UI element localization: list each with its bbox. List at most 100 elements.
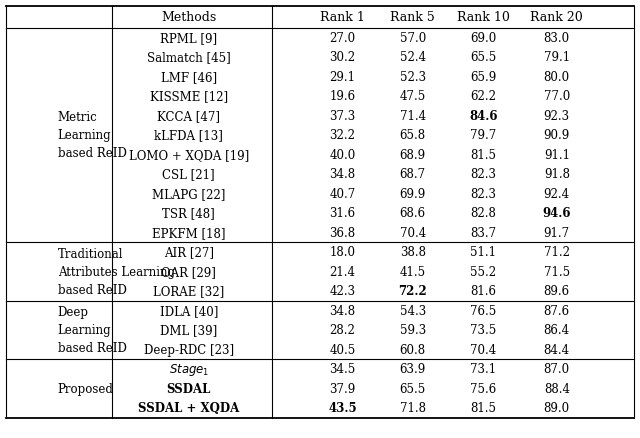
Text: 18.0: 18.0 [330,246,355,259]
Text: 89.6: 89.6 [544,285,570,298]
Text: 34.8: 34.8 [330,304,355,317]
Text: 43.5: 43.5 [328,401,356,414]
Text: 90.9: 90.9 [543,129,570,142]
Text: 27.0: 27.0 [330,32,355,45]
Text: 69.0: 69.0 [470,32,497,45]
Text: KCCA [47]: KCCA [47] [157,110,220,123]
Text: 81.5: 81.5 [470,148,496,162]
Text: EPKFM [18]: EPKFM [18] [152,226,225,239]
Text: 47.5: 47.5 [399,90,426,103]
Text: 87.6: 87.6 [544,304,570,317]
Text: 30.2: 30.2 [330,51,355,64]
Text: 82.3: 82.3 [470,168,496,181]
Text: 94.6: 94.6 [543,207,571,220]
Text: 87.0: 87.0 [544,363,570,375]
Text: DML [39]: DML [39] [160,324,218,336]
Text: 57.0: 57.0 [399,32,426,45]
Text: 69.9: 69.9 [399,187,426,200]
Text: 89.0: 89.0 [544,401,570,414]
Text: 19.6: 19.6 [330,90,355,103]
Text: 65.8: 65.8 [400,129,426,142]
Text: AIR [27]: AIR [27] [164,246,214,259]
Text: LMF [46]: LMF [46] [161,71,217,84]
Text: Rank 20: Rank 20 [531,11,583,24]
Text: 34.5: 34.5 [329,363,356,375]
Text: 84.6: 84.6 [469,110,497,123]
Text: 82.3: 82.3 [470,187,496,200]
Text: 79.7: 79.7 [470,129,497,142]
Text: 42.3: 42.3 [330,285,355,298]
Text: 40.7: 40.7 [329,187,356,200]
Text: 68.9: 68.9 [400,148,426,162]
Text: 34.8: 34.8 [330,168,355,181]
Text: 60.8: 60.8 [400,343,426,356]
Text: 75.6: 75.6 [470,382,497,395]
Text: 91.8: 91.8 [544,168,570,181]
Text: KISSME [12]: KISSME [12] [150,90,228,103]
Text: 37.9: 37.9 [329,382,356,395]
Text: 32.2: 32.2 [330,129,355,142]
Text: 73.5: 73.5 [470,324,497,336]
Text: Metric
Learning
based ReID: Metric Learning based ReID [58,111,127,160]
Text: 52.4: 52.4 [400,51,426,64]
Text: 81.5: 81.5 [470,401,496,414]
Text: 28.2: 28.2 [330,324,355,336]
Text: LORAE [32]: LORAE [32] [153,285,225,298]
Text: 40.0: 40.0 [329,148,356,162]
Text: 77.0: 77.0 [543,90,570,103]
Text: 65.5: 65.5 [470,51,497,64]
Text: 84.4: 84.4 [544,343,570,356]
Text: CSL [21]: CSL [21] [163,168,215,181]
Text: 83.7: 83.7 [470,226,496,239]
Text: 65.9: 65.9 [470,71,497,84]
Text: 54.3: 54.3 [399,304,426,317]
Text: 73.1: 73.1 [470,363,496,375]
Text: 71.5: 71.5 [544,265,570,278]
Text: MLAPG [22]: MLAPG [22] [152,187,225,200]
Text: 51.1: 51.1 [470,246,496,259]
Text: $\mathit{Stage}_1$: $\mathit{Stage}_1$ [168,361,209,377]
Text: Traditional
Attributes Learning
based ReID: Traditional Attributes Learning based Re… [58,247,175,296]
Text: 81.6: 81.6 [470,285,496,298]
Text: 79.1: 79.1 [544,51,570,64]
Text: 80.0: 80.0 [544,71,570,84]
Text: LOMO + XQDA [19]: LOMO + XQDA [19] [129,148,249,162]
Text: 68.7: 68.7 [400,168,426,181]
Text: 72.2: 72.2 [399,285,427,298]
Text: Rank 10: Rank 10 [457,11,509,24]
Text: 41.5: 41.5 [400,265,426,278]
Text: 29.1: 29.1 [330,71,355,84]
Text: 88.4: 88.4 [544,382,570,395]
Text: 31.6: 31.6 [330,207,355,220]
Text: 71.2: 71.2 [544,246,570,259]
Text: 38.8: 38.8 [400,246,426,259]
Text: 86.4: 86.4 [544,324,570,336]
Text: Rank 1: Rank 1 [320,11,365,24]
Text: Rank 5: Rank 5 [390,11,435,24]
Text: 68.6: 68.6 [400,207,426,220]
Text: 55.2: 55.2 [470,265,496,278]
Text: IDLA [40]: IDLA [40] [159,304,218,317]
Text: 65.5: 65.5 [399,382,426,395]
Text: 40.5: 40.5 [329,343,356,356]
Text: 92.4: 92.4 [544,187,570,200]
Text: 82.8: 82.8 [470,207,496,220]
Text: 83.0: 83.0 [544,32,570,45]
Text: 91.7: 91.7 [544,226,570,239]
Text: 63.9: 63.9 [399,363,426,375]
Text: 70.4: 70.4 [399,226,426,239]
Text: 37.3: 37.3 [329,110,356,123]
Text: 70.4: 70.4 [470,343,497,356]
Text: 59.3: 59.3 [399,324,426,336]
Text: Deep-RDC [23]: Deep-RDC [23] [144,343,234,356]
Text: SSDAL: SSDAL [166,382,211,395]
Text: 21.4: 21.4 [330,265,355,278]
Text: Salmatch [45]: Salmatch [45] [147,51,230,64]
Text: 52.3: 52.3 [400,71,426,84]
Text: kLFDA [13]: kLFDA [13] [154,129,223,142]
Text: Methods: Methods [161,11,216,24]
Text: OAR [29]: OAR [29] [161,265,216,278]
Text: 91.1: 91.1 [544,148,570,162]
Text: 76.5: 76.5 [470,304,497,317]
Text: Proposed: Proposed [58,382,113,395]
